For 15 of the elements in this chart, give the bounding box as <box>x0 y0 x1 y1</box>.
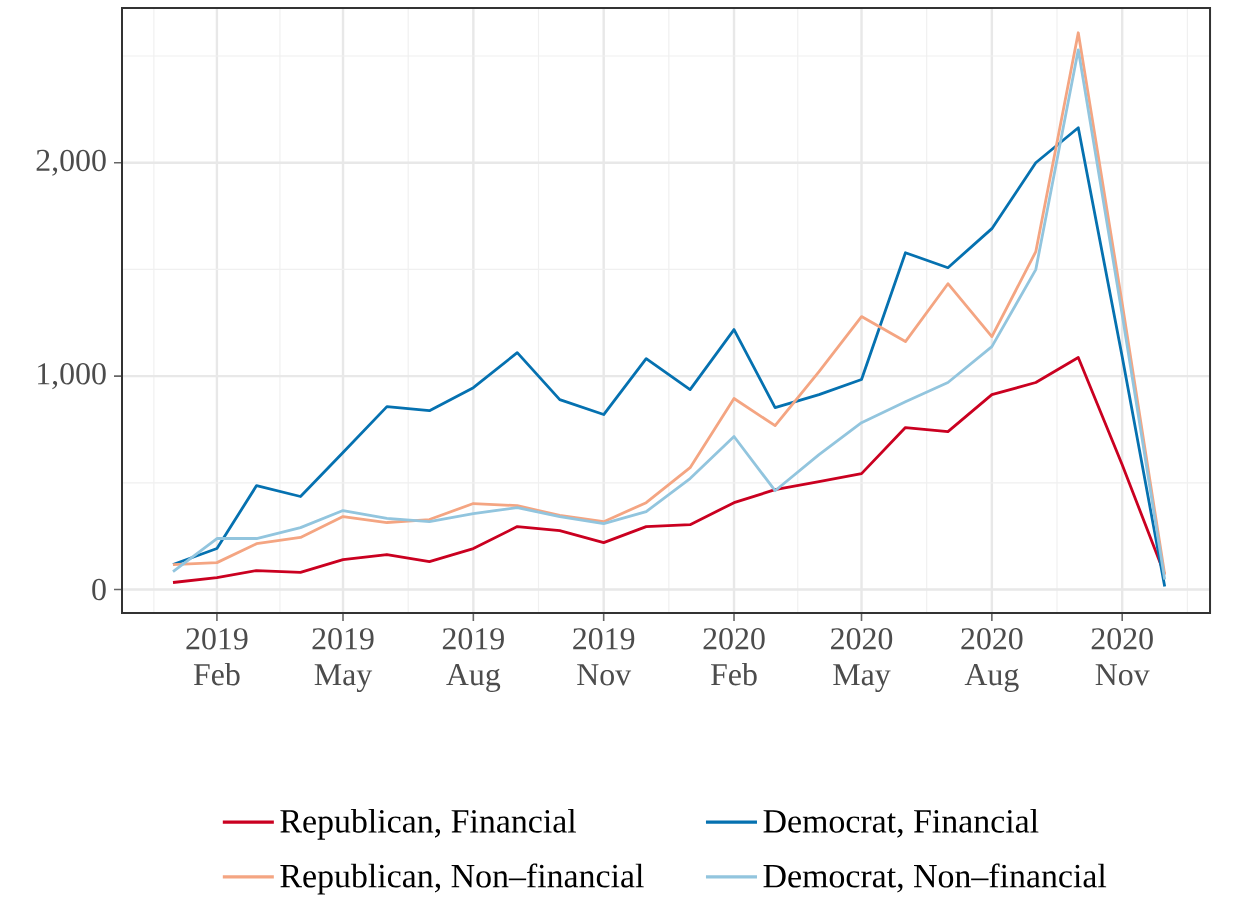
x-tick-label: 2019 Aug <box>442 628 504 692</box>
x-tick-label: 2020 Nov <box>1091 628 1153 686</box>
y-tick-label: 1,000 <box>38 363 106 390</box>
y-tick-label: 2,000 <box>36 149 106 176</box>
x-tick-label: 2020 Aug <box>961 628 1023 692</box>
x-tick-label: 2019 Feb <box>186 628 248 686</box>
x-tick-label: 2019 May <box>312 628 374 692</box>
legend-label: Democrat, Non–financial <box>763 863 1107 893</box>
x-tick-label: 2020 Feb <box>703 628 765 686</box>
x-tick-label: 2020 May <box>831 628 893 692</box>
x-tick-label: 2019 Nov <box>573 628 635 686</box>
legend-label: Republican, Non–financial <box>280 863 644 895</box>
legend-label: Republican, Financial <box>280 808 577 840</box>
legend-label: Democrat, Financial <box>763 808 1039 838</box>
y-tick-label: 0 <box>92 578 106 601</box>
